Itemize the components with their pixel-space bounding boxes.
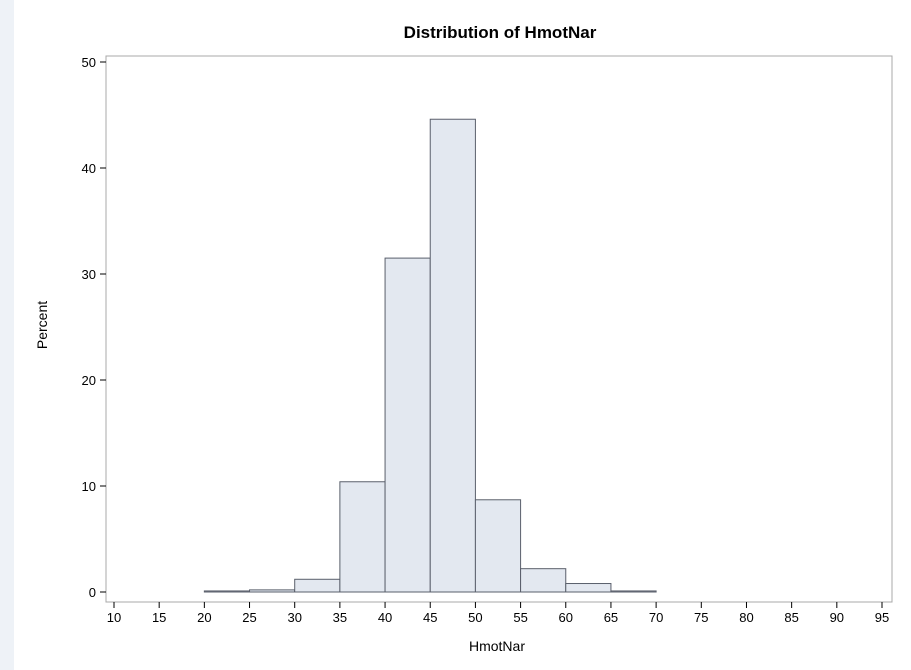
y-tick-label: 50 <box>82 55 96 70</box>
x-axis-label: HmotNar <box>469 638 525 654</box>
histogram-bar-55-60 <box>521 569 566 592</box>
histogram-bar-20-25 <box>204 591 249 592</box>
x-tick-label: 30 <box>287 610 301 625</box>
y-axis: 0 10 20 30 40 50 <box>82 55 106 600</box>
x-tick-label: 95 <box>875 610 889 625</box>
x-tick-label: 25 <box>242 610 256 625</box>
x-axis: 10 15 20 25 30 35 40 45 50 55 60 65 70 75 80 85 90 95 <box>107 602 889 625</box>
x-tick-label: 50 <box>468 610 482 625</box>
x-tick-label: 45 <box>423 610 437 625</box>
y-tick-label: 20 <box>82 373 96 388</box>
x-tick-label: 10 <box>107 610 121 625</box>
x-tick-label: 75 <box>694 610 708 625</box>
x-tick-label: 60 <box>559 610 573 625</box>
y-tick-label: 40 <box>82 161 96 176</box>
y-axis-label: Percent <box>34 301 50 349</box>
x-tick-label: 20 <box>197 610 211 625</box>
x-tick-label: 35 <box>333 610 347 625</box>
histogram-bar-40-45 <box>385 258 430 592</box>
histogram-bar-50-55 <box>475 500 520 592</box>
x-tick-label: 65 <box>604 610 618 625</box>
histogram-bar-60-65 <box>566 584 611 592</box>
y-tick-label: 30 <box>82 267 96 282</box>
histogram-bar-25-30 <box>250 590 295 592</box>
histogram-bar-65-70 <box>611 591 656 592</box>
histogram-bar-35-40 <box>340 482 385 592</box>
chart-title: Distribution of HmotNar <box>404 23 597 42</box>
histogram-bar-45-50 <box>430 119 475 592</box>
x-tick-label: 40 <box>378 610 392 625</box>
x-tick-label: 15 <box>152 610 166 625</box>
histogram-bars <box>204 119 656 592</box>
x-tick-label: 55 <box>513 610 527 625</box>
histogram-bar-30-35 <box>295 579 340 592</box>
x-tick-label: 90 <box>830 610 844 625</box>
x-tick-label: 70 <box>649 610 663 625</box>
x-tick-label: 80 <box>739 610 753 625</box>
y-tick-label: 10 <box>82 479 96 494</box>
x-tick-label: 85 <box>784 610 798 625</box>
y-tick-label: 0 <box>89 585 96 600</box>
